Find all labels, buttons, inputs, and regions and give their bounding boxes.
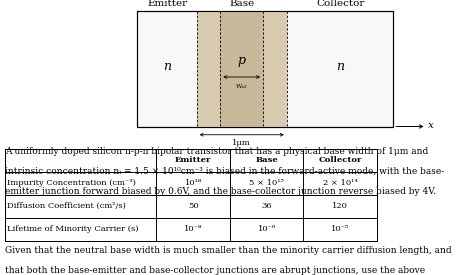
Text: emitter junction forward biased by 0.6V, and the base-collector junction reverse: emitter junction forward biased by 0.6V,… — [5, 187, 436, 196]
Text: Lifetime of Minority Carrier (s): Lifetime of Minority Carrier (s) — [7, 225, 138, 233]
Text: Emitter: Emitter — [147, 0, 187, 8]
Text: Collector: Collector — [316, 0, 365, 8]
Text: that both the base-emitter and base-collector junctions are abrupt junctions, us: that both the base-emitter and base-coll… — [5, 266, 425, 275]
Text: 120: 120 — [332, 202, 348, 210]
Bar — [197, 11, 220, 127]
Bar — [263, 11, 287, 127]
Bar — [137, 11, 393, 127]
Text: 10⁻⁸: 10⁻⁸ — [184, 225, 202, 233]
Text: Emitter: Emitter — [175, 156, 211, 164]
Text: 2 × 10¹⁴: 2 × 10¹⁴ — [323, 179, 357, 187]
Text: Impurity Concentration (cm⁻³): Impurity Concentration (cm⁻³) — [7, 179, 136, 187]
Text: 1μm: 1μm — [232, 139, 251, 147]
Text: 10⁻⁶: 10⁻⁶ — [257, 225, 276, 233]
Text: 10⁻⁵: 10⁻⁵ — [331, 225, 349, 233]
Text: intrinsic concentration nᵢ = 1.5 × 10¹⁰cm⁻³ is biased in the forward-active mode: intrinsic concentration nᵢ = 1.5 × 10¹⁰c… — [5, 167, 444, 176]
Text: A uniformly doped silicon n-p-n bipolar transistor that has a physical base widt: A uniformly doped silicon n-p-n bipolar … — [5, 147, 428, 156]
Text: Collector: Collector — [319, 156, 362, 164]
Text: n: n — [163, 59, 171, 73]
Text: Base: Base — [255, 156, 278, 164]
Bar — [5, 148, 377, 241]
Text: 10¹⁸: 10¹⁸ — [184, 179, 202, 187]
Text: p: p — [238, 54, 246, 67]
Text: 5 × 10¹⁵: 5 × 10¹⁵ — [249, 179, 284, 187]
Bar — [197, 11, 287, 127]
Text: 36: 36 — [261, 202, 272, 210]
Text: n: n — [336, 59, 344, 73]
Text: Base: Base — [229, 0, 255, 8]
Text: Diffusion Coefficient (cm²/s): Diffusion Coefficient (cm²/s) — [7, 202, 126, 210]
Bar — [137, 11, 393, 127]
Text: 50: 50 — [188, 202, 199, 210]
Text: Wₙ₂: Wₙ₂ — [236, 84, 247, 89]
Text: x: x — [428, 121, 434, 130]
Text: Given that the neutral base width is much smaller than the minority carrier diff: Given that the neutral base width is muc… — [5, 246, 451, 255]
